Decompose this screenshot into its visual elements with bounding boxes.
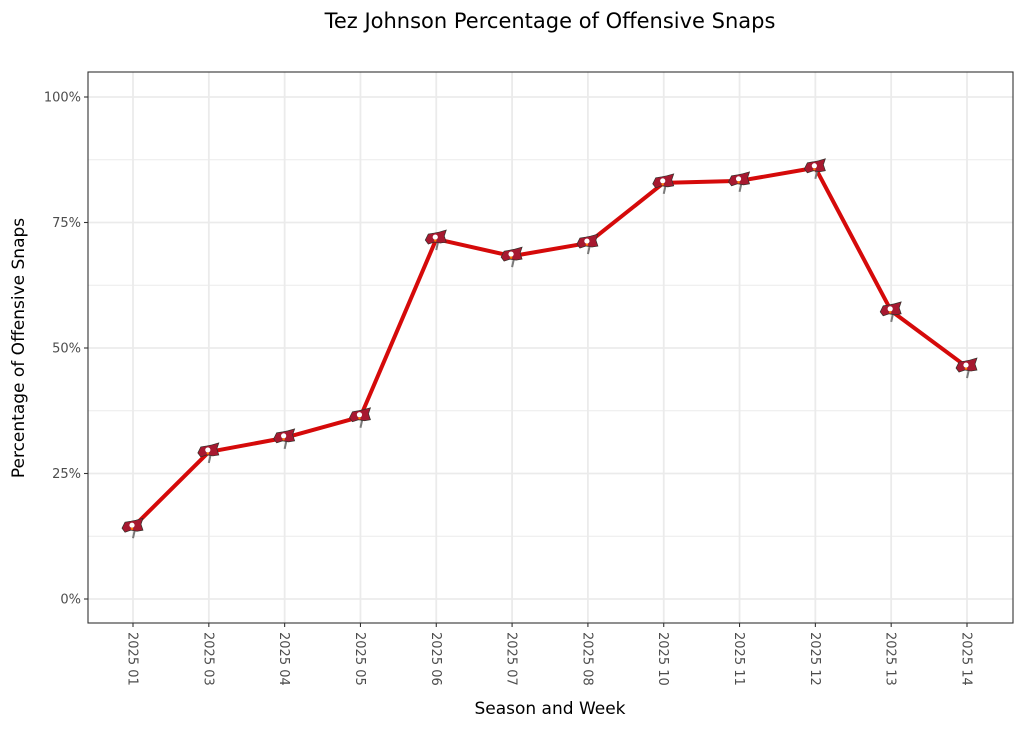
x-axis-title: Season and Week xyxy=(474,699,625,719)
flag-skull xyxy=(584,238,590,244)
flag-skull xyxy=(129,522,135,528)
x-tick-label: 2025 04 xyxy=(276,632,291,686)
x-tick-label: 2025 10 xyxy=(655,632,670,686)
flag-emblem xyxy=(661,183,664,186)
x-tick-label: 2025 11 xyxy=(731,632,746,686)
y-tick-label: 25% xyxy=(52,467,81,482)
flag-emblem xyxy=(509,256,513,259)
flag-emblem xyxy=(585,243,589,246)
flag-skull xyxy=(205,447,211,453)
data-point-marker xyxy=(803,158,826,179)
data-point-marker xyxy=(197,442,220,464)
y-tick-label: 0% xyxy=(60,593,81,608)
data-point-marker xyxy=(879,301,902,323)
flag-emblem xyxy=(964,367,968,370)
flag-emblem xyxy=(888,311,892,314)
y-axis: 0% 25% 50% 75% 100% xyxy=(44,91,88,608)
grid-major xyxy=(88,72,1013,623)
flag-emblem xyxy=(130,527,134,530)
markers-group xyxy=(121,158,978,539)
x-tick-label: 2025 12 xyxy=(807,632,822,686)
flag-emblem xyxy=(434,239,437,242)
flag-skull xyxy=(432,234,438,240)
y-tick-label: 100% xyxy=(44,91,81,106)
x-axis: 2025 01 2025 03 2025 04 2025 05 2025 06 2025 … xyxy=(125,623,974,686)
data-point-marker xyxy=(728,171,751,193)
grid-minor xyxy=(88,159,1013,537)
flag-skull xyxy=(281,433,287,439)
data-point-marker xyxy=(576,233,599,255)
x-tick-label: 2025 13 xyxy=(883,632,898,686)
data-point-marker xyxy=(349,407,371,428)
flag-emblem xyxy=(358,417,361,420)
flag-skull xyxy=(811,163,817,169)
flag-emblem xyxy=(282,438,285,441)
x-tick-label: 2025 07 xyxy=(504,632,519,686)
flag-emblem xyxy=(737,181,740,184)
series-line xyxy=(131,165,969,530)
flag-skull xyxy=(735,176,742,182)
flag-skull xyxy=(660,178,666,184)
flag-skull xyxy=(508,251,514,257)
x-tick-label: 2025 06 xyxy=(428,632,443,686)
series-line-group xyxy=(131,165,969,530)
x-tick-label: 2025 03 xyxy=(200,632,215,686)
x-tick-label: 2025 08 xyxy=(579,632,594,686)
y-tick-label: 75% xyxy=(52,216,81,231)
flag-skull xyxy=(887,306,893,312)
data-point-marker xyxy=(500,246,523,268)
chart-title: Tez Johnson Percentage of Offensive Snap… xyxy=(324,9,776,33)
flag-skull xyxy=(963,362,969,368)
data-point-marker xyxy=(424,229,447,251)
data-point-marker xyxy=(121,517,144,539)
flag-skull xyxy=(356,412,363,418)
x-tick-label: 2025 14 xyxy=(959,632,974,686)
data-point-marker xyxy=(273,428,296,450)
x-tick-label: 2025 05 xyxy=(352,632,367,686)
y-axis-title: Percentage of Offensive Snaps xyxy=(9,218,29,478)
flag-emblem xyxy=(813,168,816,171)
data-point-marker xyxy=(652,173,675,195)
x-tick-label: 2025 01 xyxy=(125,632,140,686)
y-tick-label: 50% xyxy=(52,342,81,357)
flag-emblem xyxy=(206,452,210,455)
data-point-marker xyxy=(955,357,978,379)
